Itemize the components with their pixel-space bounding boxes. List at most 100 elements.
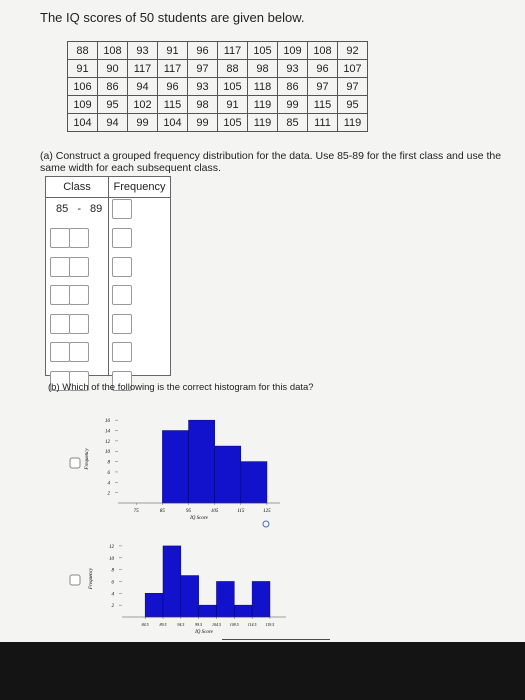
score-cell: 97 xyxy=(307,77,338,96)
bar xyxy=(162,545,182,618)
score-cell: 97 xyxy=(187,59,218,78)
score-cell: 108 xyxy=(307,41,338,60)
score-cell: 93 xyxy=(187,77,218,96)
score-cell: 109 xyxy=(277,41,308,60)
y-axis-label: Frequency xyxy=(85,448,90,471)
bar xyxy=(216,581,235,618)
score-cell: 115 xyxy=(307,95,338,114)
x-tick-label: 85 xyxy=(160,509,166,514)
upper-input[interactable] xyxy=(69,313,89,334)
score-cell: 99 xyxy=(187,113,218,132)
score-cell: 88 xyxy=(67,41,98,60)
histogram-options: 2 4 6 8 10 12 14 16 75 85 95 105 115 125 IQ Score Frequ… xyxy=(69,419,330,640)
score-cell: 92 xyxy=(337,41,368,60)
bar xyxy=(198,604,217,618)
heading: The IQ scores of 50 students are given b… xyxy=(40,10,305,25)
score-cell: 97 xyxy=(337,77,368,96)
y-tick-label: 6 xyxy=(112,580,115,585)
y-tick-label: 6 xyxy=(108,471,111,476)
radio-button[interactable] xyxy=(69,574,81,586)
score-cell: 117 xyxy=(127,59,158,78)
y-tick-label: 16 xyxy=(105,419,111,424)
class-upper: 89 xyxy=(90,203,103,215)
bar xyxy=(144,593,164,618)
score-cell: 99 xyxy=(277,95,308,114)
radio-button[interactable] xyxy=(69,457,81,469)
bar xyxy=(240,461,268,504)
x-tick-label: 89.5 xyxy=(160,622,167,627)
score-table: 88 108 93 91 96 117 105 109 108 92 91 90 117 117 97 88 9… xyxy=(67,41,368,132)
frequency-input[interactable] xyxy=(112,370,132,391)
score-cell: 107 xyxy=(337,59,368,78)
x-tick-label: 119.5 xyxy=(266,622,275,627)
bar xyxy=(234,604,253,618)
lower-input[interactable] xyxy=(50,342,70,362)
upper-input[interactable] xyxy=(69,342,89,362)
y-tick-label: 14 xyxy=(105,430,111,435)
x-tick-label: 109.5 xyxy=(230,622,239,627)
frequency-input[interactable] xyxy=(112,228,132,248)
zoom-icon[interactable] xyxy=(262,520,270,528)
score-cell: 91 xyxy=(217,95,248,114)
x-tick-label: 115 xyxy=(237,509,245,514)
score-cell: 88 xyxy=(217,59,248,78)
lower-input[interactable] xyxy=(50,313,70,334)
bar xyxy=(162,430,189,504)
score-cell: 118 xyxy=(247,77,278,96)
score-cell: 119 xyxy=(247,113,278,132)
first-class: 85 - 89 xyxy=(56,203,102,215)
class-header: Class xyxy=(46,177,109,198)
score-cell: 105 xyxy=(247,41,278,60)
frequency-input[interactable] xyxy=(112,256,132,277)
frequency-input[interactable] xyxy=(112,199,132,219)
bar xyxy=(180,575,199,618)
score-cell: 98 xyxy=(187,95,218,114)
upper-input[interactable] xyxy=(69,256,89,277)
score-cell: 86 xyxy=(277,77,308,96)
score-cell: 111 xyxy=(307,113,338,132)
score-cell: 105 xyxy=(217,113,248,132)
lower-input[interactable] xyxy=(50,228,70,248)
bar xyxy=(188,419,215,504)
frequency-input[interactable] xyxy=(112,342,132,362)
score-cell: 105 xyxy=(217,77,248,96)
class-lower: 85 xyxy=(56,203,69,215)
score-cell: 115 xyxy=(157,95,188,114)
score-cell: 90 xyxy=(97,59,128,78)
score-cell: 104 xyxy=(67,113,98,132)
frequency-input[interactable] xyxy=(112,313,132,334)
score-cell: 109 xyxy=(67,95,98,114)
x-tick-label: 99.5 xyxy=(195,622,202,627)
bar xyxy=(214,445,242,504)
score-cell: 119 xyxy=(337,113,368,132)
lower-input[interactable] xyxy=(50,285,70,305)
y-tick-label: 12 xyxy=(109,545,115,550)
y-tick-label: 2 xyxy=(112,604,115,609)
score-cell: 119 xyxy=(247,95,278,114)
x-tick-label: 114.5 xyxy=(248,622,257,627)
score-cell: 93 xyxy=(127,41,158,60)
bar xyxy=(251,581,271,618)
score-cell: 95 xyxy=(337,95,368,114)
score-cell: 96 xyxy=(157,77,188,96)
y-tick-label: 8 xyxy=(108,461,111,466)
score-cell: 91 xyxy=(67,59,98,78)
x-axis-label: IQ Score xyxy=(194,630,214,635)
x-tick-label: 105 xyxy=(211,509,219,514)
upper-input[interactable] xyxy=(69,285,89,305)
lower-input[interactable] xyxy=(50,256,70,277)
x-tick-label: 84.5 xyxy=(142,622,149,627)
frequency-input[interactable] xyxy=(112,285,132,305)
x-tick-label: 75 xyxy=(134,509,140,514)
y-tick-label: 10 xyxy=(109,557,115,562)
upper-input[interactable] xyxy=(69,370,89,391)
score-cell: 94 xyxy=(127,77,158,96)
score-cell: 106 xyxy=(67,77,98,96)
y-axis-label: Frequency xyxy=(89,567,94,590)
score-cell: 98 xyxy=(247,59,278,78)
score-cell: 108 xyxy=(97,41,128,60)
y-tick-label: 10 xyxy=(105,450,111,455)
upper-input[interactable] xyxy=(69,228,89,248)
x-tick-label: 104.5 xyxy=(212,622,221,627)
